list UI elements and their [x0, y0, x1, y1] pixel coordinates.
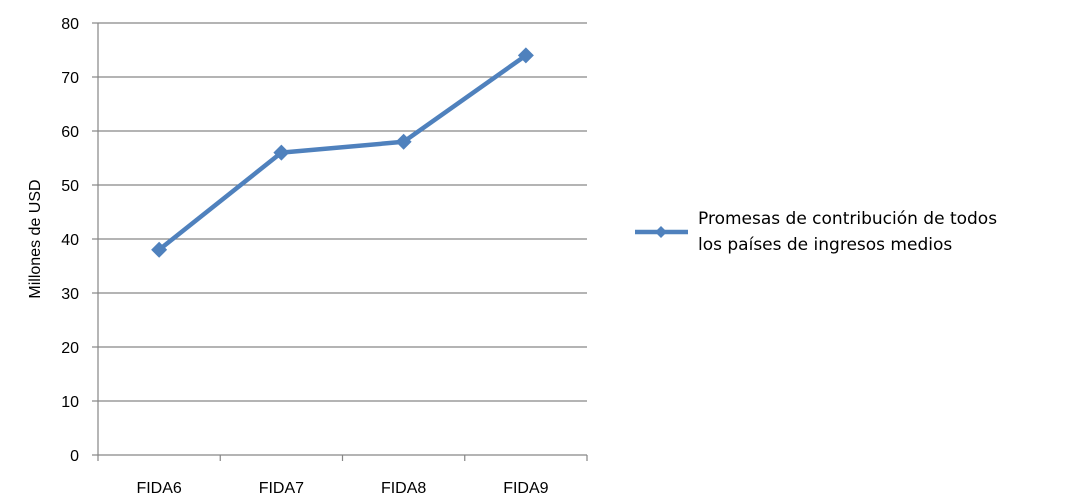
y-tick-label: 60 — [61, 124, 79, 141]
y-tick-label: 40 — [61, 232, 79, 249]
series-layer — [151, 47, 534, 258]
y-tick-labels: 0 10 20 30 40 50 60 70 80 — [61, 16, 79, 465]
x-tick-label: FIDA8 — [381, 480, 426, 497]
legend-label-line-1: Promesas de contribución de todos — [698, 209, 997, 229]
y-axis-title: Millones de USD — [27, 179, 44, 298]
data-point-marker — [273, 144, 290, 161]
x-tick-label: FIDA9 — [503, 480, 548, 497]
legend-marker-swatch — [655, 226, 667, 238]
y-tick-label: 80 — [61, 16, 79, 33]
x-tick-label: FIDA7 — [259, 480, 304, 497]
legend: Promesas de contribución de todos los pa… — [635, 209, 997, 255]
series-line — [157, 53, 528, 252]
data-point-marker — [517, 47, 534, 64]
y-tick-label: 10 — [61, 394, 79, 411]
y-tick-label: 30 — [61, 286, 79, 303]
data-point-marker — [151, 241, 168, 258]
x-tick-labels: FIDA6 FIDA7 FIDA8 FIDA9 — [136, 480, 548, 497]
x-tick-label: FIDA6 — [136, 480, 181, 497]
y-tick-label: 20 — [61, 340, 79, 357]
gridlines — [98, 22, 587, 402]
y-tick-label: 50 — [61, 178, 79, 195]
y-tick-label: 70 — [61, 70, 79, 87]
y-tick-label: 0 — [70, 448, 79, 465]
legend-label-line-2: los países de ingresos medios — [698, 235, 952, 255]
data-point-marker — [395, 133, 412, 150]
axes — [92, 22, 588, 461]
